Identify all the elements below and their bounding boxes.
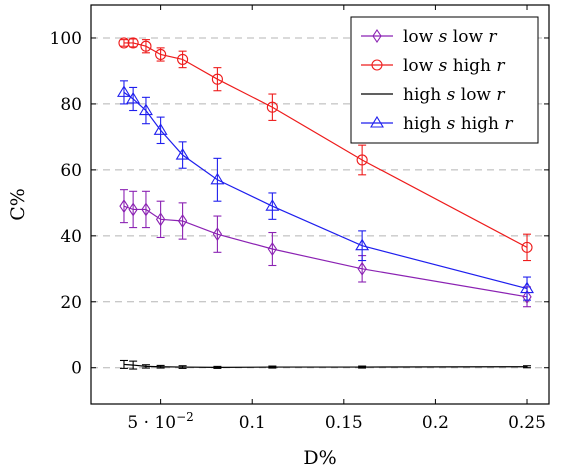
triangle-marker bbox=[370, 115, 384, 128]
legend-label: high s low r bbox=[403, 85, 505, 105]
triangle-marker bbox=[153, 123, 168, 135]
circle-marker bbox=[155, 48, 167, 61]
x-tick-label: 0.15 bbox=[325, 413, 363, 433]
x-tick-label: 0.1 bbox=[239, 413, 266, 433]
error-bar bbox=[141, 364, 150, 369]
triangle-marker bbox=[175, 147, 190, 160]
circle-marker bbox=[371, 59, 383, 71]
y-tick-label: 80 bbox=[60, 95, 82, 115]
diamond-marker bbox=[267, 242, 278, 257]
legend-item: high s high r bbox=[361, 114, 513, 134]
error-bar bbox=[178, 202, 187, 240]
error-bar bbox=[358, 230, 367, 262]
error-bar bbox=[129, 86, 138, 112]
y-tick-label: 0 bbox=[71, 359, 82, 379]
series-low-s-high-r bbox=[118, 37, 533, 262]
error-bar bbox=[156, 200, 165, 239]
circle-marker bbox=[356, 154, 368, 166]
error-bar bbox=[358, 365, 367, 369]
diamond-marker bbox=[128, 202, 138, 217]
x-tick-label: 0.25 bbox=[508, 413, 546, 433]
series-high-s-low-r bbox=[119, 359, 532, 370]
legend-item: low s low r bbox=[361, 27, 497, 47]
x-tick-label: 0.2 bbox=[422, 413, 449, 433]
circle-marker bbox=[118, 37, 130, 49]
legend-label: low s high r bbox=[403, 56, 505, 76]
error-bar bbox=[156, 47, 165, 62]
legend-item: high s low r bbox=[361, 85, 505, 105]
legend-box bbox=[350, 16, 539, 144]
diamond-marker bbox=[119, 199, 129, 214]
error-bar bbox=[141, 190, 150, 229]
error-bar bbox=[268, 93, 277, 121]
error-bar bbox=[213, 215, 222, 253]
y-tick-label: 60 bbox=[60, 161, 82, 181]
error-bar bbox=[178, 365, 187, 369]
circle-marker bbox=[521, 241, 533, 253]
circle-marker bbox=[211, 73, 223, 85]
error-bar bbox=[268, 365, 277, 369]
grid-lines bbox=[91, 37, 549, 369]
error-bar bbox=[213, 67, 222, 92]
error-bar bbox=[523, 233, 532, 262]
triangle-marker bbox=[210, 172, 225, 185]
error-bar bbox=[141, 96, 150, 125]
error-bar bbox=[213, 365, 222, 369]
x-axis-label: D% bbox=[303, 447, 336, 469]
y-tick-label: 40 bbox=[60, 227, 82, 247]
error-bar bbox=[178, 141, 187, 169]
circle-marker bbox=[177, 53, 189, 65]
error-bar bbox=[119, 80, 128, 105]
series-line bbox=[123, 205, 528, 298]
plot-series bbox=[117, 37, 534, 370]
legend-label: high s high r bbox=[403, 114, 513, 134]
diamond-marker bbox=[177, 213, 188, 228]
error-bar bbox=[358, 144, 367, 176]
diamond-marker bbox=[357, 261, 367, 276]
error-bar bbox=[268, 231, 277, 267]
error-bar bbox=[213, 157, 222, 202]
triangle-marker bbox=[138, 103, 153, 116]
error-bar bbox=[119, 189, 128, 224]
series-high-s-high-r bbox=[117, 80, 534, 301]
diamond-marker bbox=[141, 202, 151, 217]
error-bar bbox=[156, 364, 165, 369]
diamond-marker bbox=[212, 227, 223, 242]
triangle-marker bbox=[265, 199, 280, 211]
plot-area-frame bbox=[90, 4, 550, 405]
error-bar bbox=[523, 276, 532, 301]
legend-label: low s low r bbox=[403, 27, 497, 47]
error-bar bbox=[129, 360, 138, 370]
circle-marker bbox=[140, 40, 152, 52]
axis-ticks: 0 20 40 60 80 100 5 · 10−2 0.1 0.15 0.2 0.25 bbox=[50, 5, 549, 433]
legend: low s low r low s high r high s low r high … bbox=[350, 16, 539, 144]
error-bar bbox=[129, 190, 138, 229]
error-bar bbox=[119, 39, 128, 47]
diamond-marker bbox=[522, 289, 532, 304]
legend-item: low s high r bbox=[361, 56, 505, 76]
error-bar bbox=[141, 39, 150, 54]
error-bar bbox=[268, 192, 277, 220]
triangle-marker bbox=[126, 91, 141, 104]
triangle-marker bbox=[520, 281, 534, 294]
y-tick-label: 20 bbox=[60, 293, 82, 313]
circle-marker bbox=[127, 37, 139, 49]
error-bar bbox=[178, 50, 187, 69]
triangle-marker bbox=[355, 238, 370, 251]
error-bar bbox=[119, 359, 128, 369]
diamond-marker bbox=[372, 29, 382, 43]
y-tick-label: 100 bbox=[50, 29, 82, 49]
error-bar bbox=[156, 116, 165, 145]
y-axis-label: C% bbox=[7, 188, 29, 221]
series-low-s-low-r bbox=[119, 189, 532, 308]
triangle-marker bbox=[117, 85, 131, 97]
diamond-marker bbox=[155, 212, 166, 227]
error-bar bbox=[523, 365, 532, 369]
x-tick-label: 5 · 10−2 bbox=[127, 410, 193, 433]
circle-marker bbox=[266, 101, 278, 113]
